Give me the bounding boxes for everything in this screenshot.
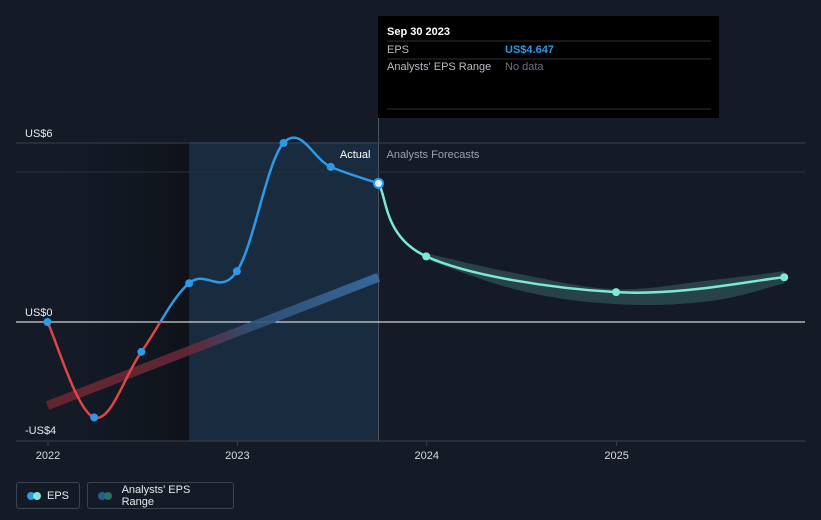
forecast-point[interactable] — [780, 273, 789, 282]
legend-eps-range[interactable]: Analysts' EPS Range — [87, 482, 234, 509]
x-tick-label: 2025 — [604, 450, 628, 462]
tooltip-eps-value: US$4.647 — [505, 44, 554, 56]
legend-dot — [98, 491, 106, 500]
eps-point[interactable] — [232, 267, 241, 276]
y-tick-label: US$6 — [25, 128, 53, 140]
trend-band — [45, 273, 381, 410]
legend-dot — [33, 491, 41, 500]
trend-layer — [45, 273, 381, 410]
range-layer — [426, 253, 785, 305]
tooltip-range-label: Analysts' EPS Range — [387, 61, 491, 73]
eps-legend-icon — [27, 491, 41, 500]
eps-point[interactable] — [326, 162, 335, 171]
eps-point[interactable] — [279, 139, 288, 147]
eps-forecast-line — [377, 182, 785, 294]
past-shade — [16, 142, 190, 441]
legend-eps-label: EPS — [46, 489, 69, 502]
label-layer: 2022 2023 2024 2025 US$6 US$0 -US$4 Actual Analy… — [25, 128, 629, 462]
eps-point[interactable] — [43, 318, 52, 326]
y-tick-label: US$0 — [25, 307, 53, 319]
marker-layer — [43, 139, 789, 422]
background-layer — [16, 16, 379, 441]
eps-point[interactable] — [137, 347, 146, 356]
eps-point-highlight[interactable] — [372, 177, 384, 189]
x-tick-label: 2023 — [225, 450, 249, 462]
tooltip-eps-label: EPS — [387, 44, 409, 56]
grid-layer — [16, 142, 805, 446]
tooltip-box — [378, 16, 719, 118]
legend-range-label: Analysts' EPS Range — [121, 483, 191, 508]
tooltip-date: Sep 30 2023 — [387, 26, 450, 38]
x-tick-label: 2022 — [36, 450, 60, 462]
forecast-point[interactable] — [612, 288, 621, 297]
legend-eps[interactable]: EPS — [16, 482, 80, 509]
tooltip: Sep 30 2023 EPS US$4.647 Analysts' EPS R… — [378, 16, 719, 118]
legend-dot — [27, 491, 35, 500]
actual-label: Actual — [340, 149, 371, 161]
forecast-point[interactable] — [422, 252, 431, 261]
eps-actual-line — [47, 136, 379, 322]
legend-dot — [104, 491, 112, 500]
eps-range-band — [426, 253, 785, 305]
eps-point[interactable] — [185, 279, 194, 288]
y-tick-label: -US$4 — [25, 425, 56, 437]
range-legend-icon — [98, 491, 114, 500]
x-tick-label: 2024 — [414, 450, 438, 462]
eps-point[interactable] — [90, 413, 99, 422]
tooltip-range-value: No data — [505, 61, 544, 73]
forecast-label: Analysts Forecasts — [386, 149, 479, 161]
